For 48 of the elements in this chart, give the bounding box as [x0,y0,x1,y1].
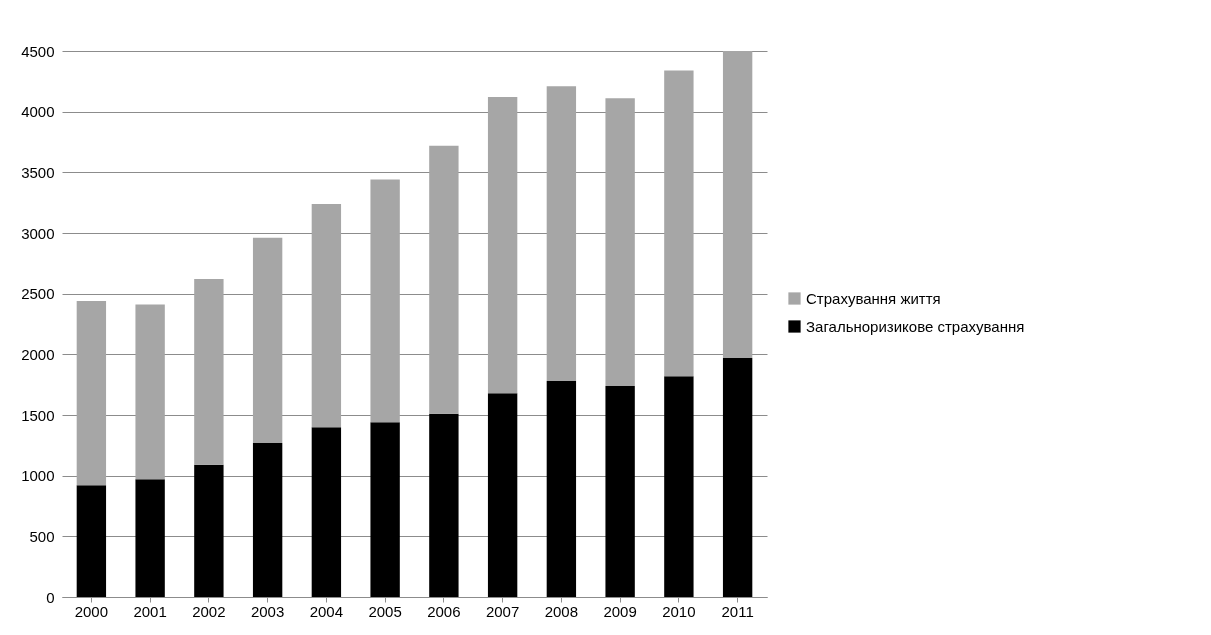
bar [429,145,459,414]
bar [194,464,224,597]
bar [252,237,283,443]
bar [605,385,635,597]
x-tick-label: 2008 [544,602,579,620]
x-tick-label: 2003 [250,602,285,620]
bar [311,427,342,597]
bar [722,51,753,358]
x-tick-label: 2000 [74,602,109,620]
y-tick-label: 3000 [21,224,55,242]
bar [487,97,518,394]
y-tick-label: 2500 [21,285,55,303]
x-tick-label: 2005 [368,602,402,620]
x-tick-label: 2009 [603,602,637,620]
bar [546,86,577,382]
legend-label: Страхування життя [806,289,941,307]
x-tick-label: 2011 [721,602,754,620]
bar [546,381,577,597]
y-tick-label: 0 [46,588,55,606]
bar [370,179,400,423]
bar [135,304,165,480]
bar [605,98,635,386]
bar [664,376,694,597]
bar [252,442,283,597]
y-tick-label: 1000 [21,467,55,485]
y-tick-label: 500 [29,527,55,545]
bar [311,203,342,428]
y-tick-label: 1500 [21,406,55,424]
x-tick-label: 2006 [427,602,461,620]
bar [664,70,694,377]
legend-label: Загальноризикове страхування [806,317,1025,335]
x-tick-label: 2004 [309,602,344,620]
x-tick-label: 2010 [662,602,696,620]
bar [76,300,107,486]
bar [487,393,518,597]
bar [135,479,165,597]
bar [370,422,400,597]
y-tick-label: 4000 [21,103,55,121]
x-tick-label: 2007 [485,602,520,620]
x-tick-label: 2002 [192,602,226,620]
y-tick-label: 4500 [21,42,55,60]
bar [76,485,107,597]
bar [722,357,753,597]
bar [194,279,224,465]
y-tick-label: 2000 [21,345,55,363]
bar [429,413,459,597]
y-tick-label: 3500 [21,163,55,181]
x-tick-label: 2001 [133,602,167,620]
